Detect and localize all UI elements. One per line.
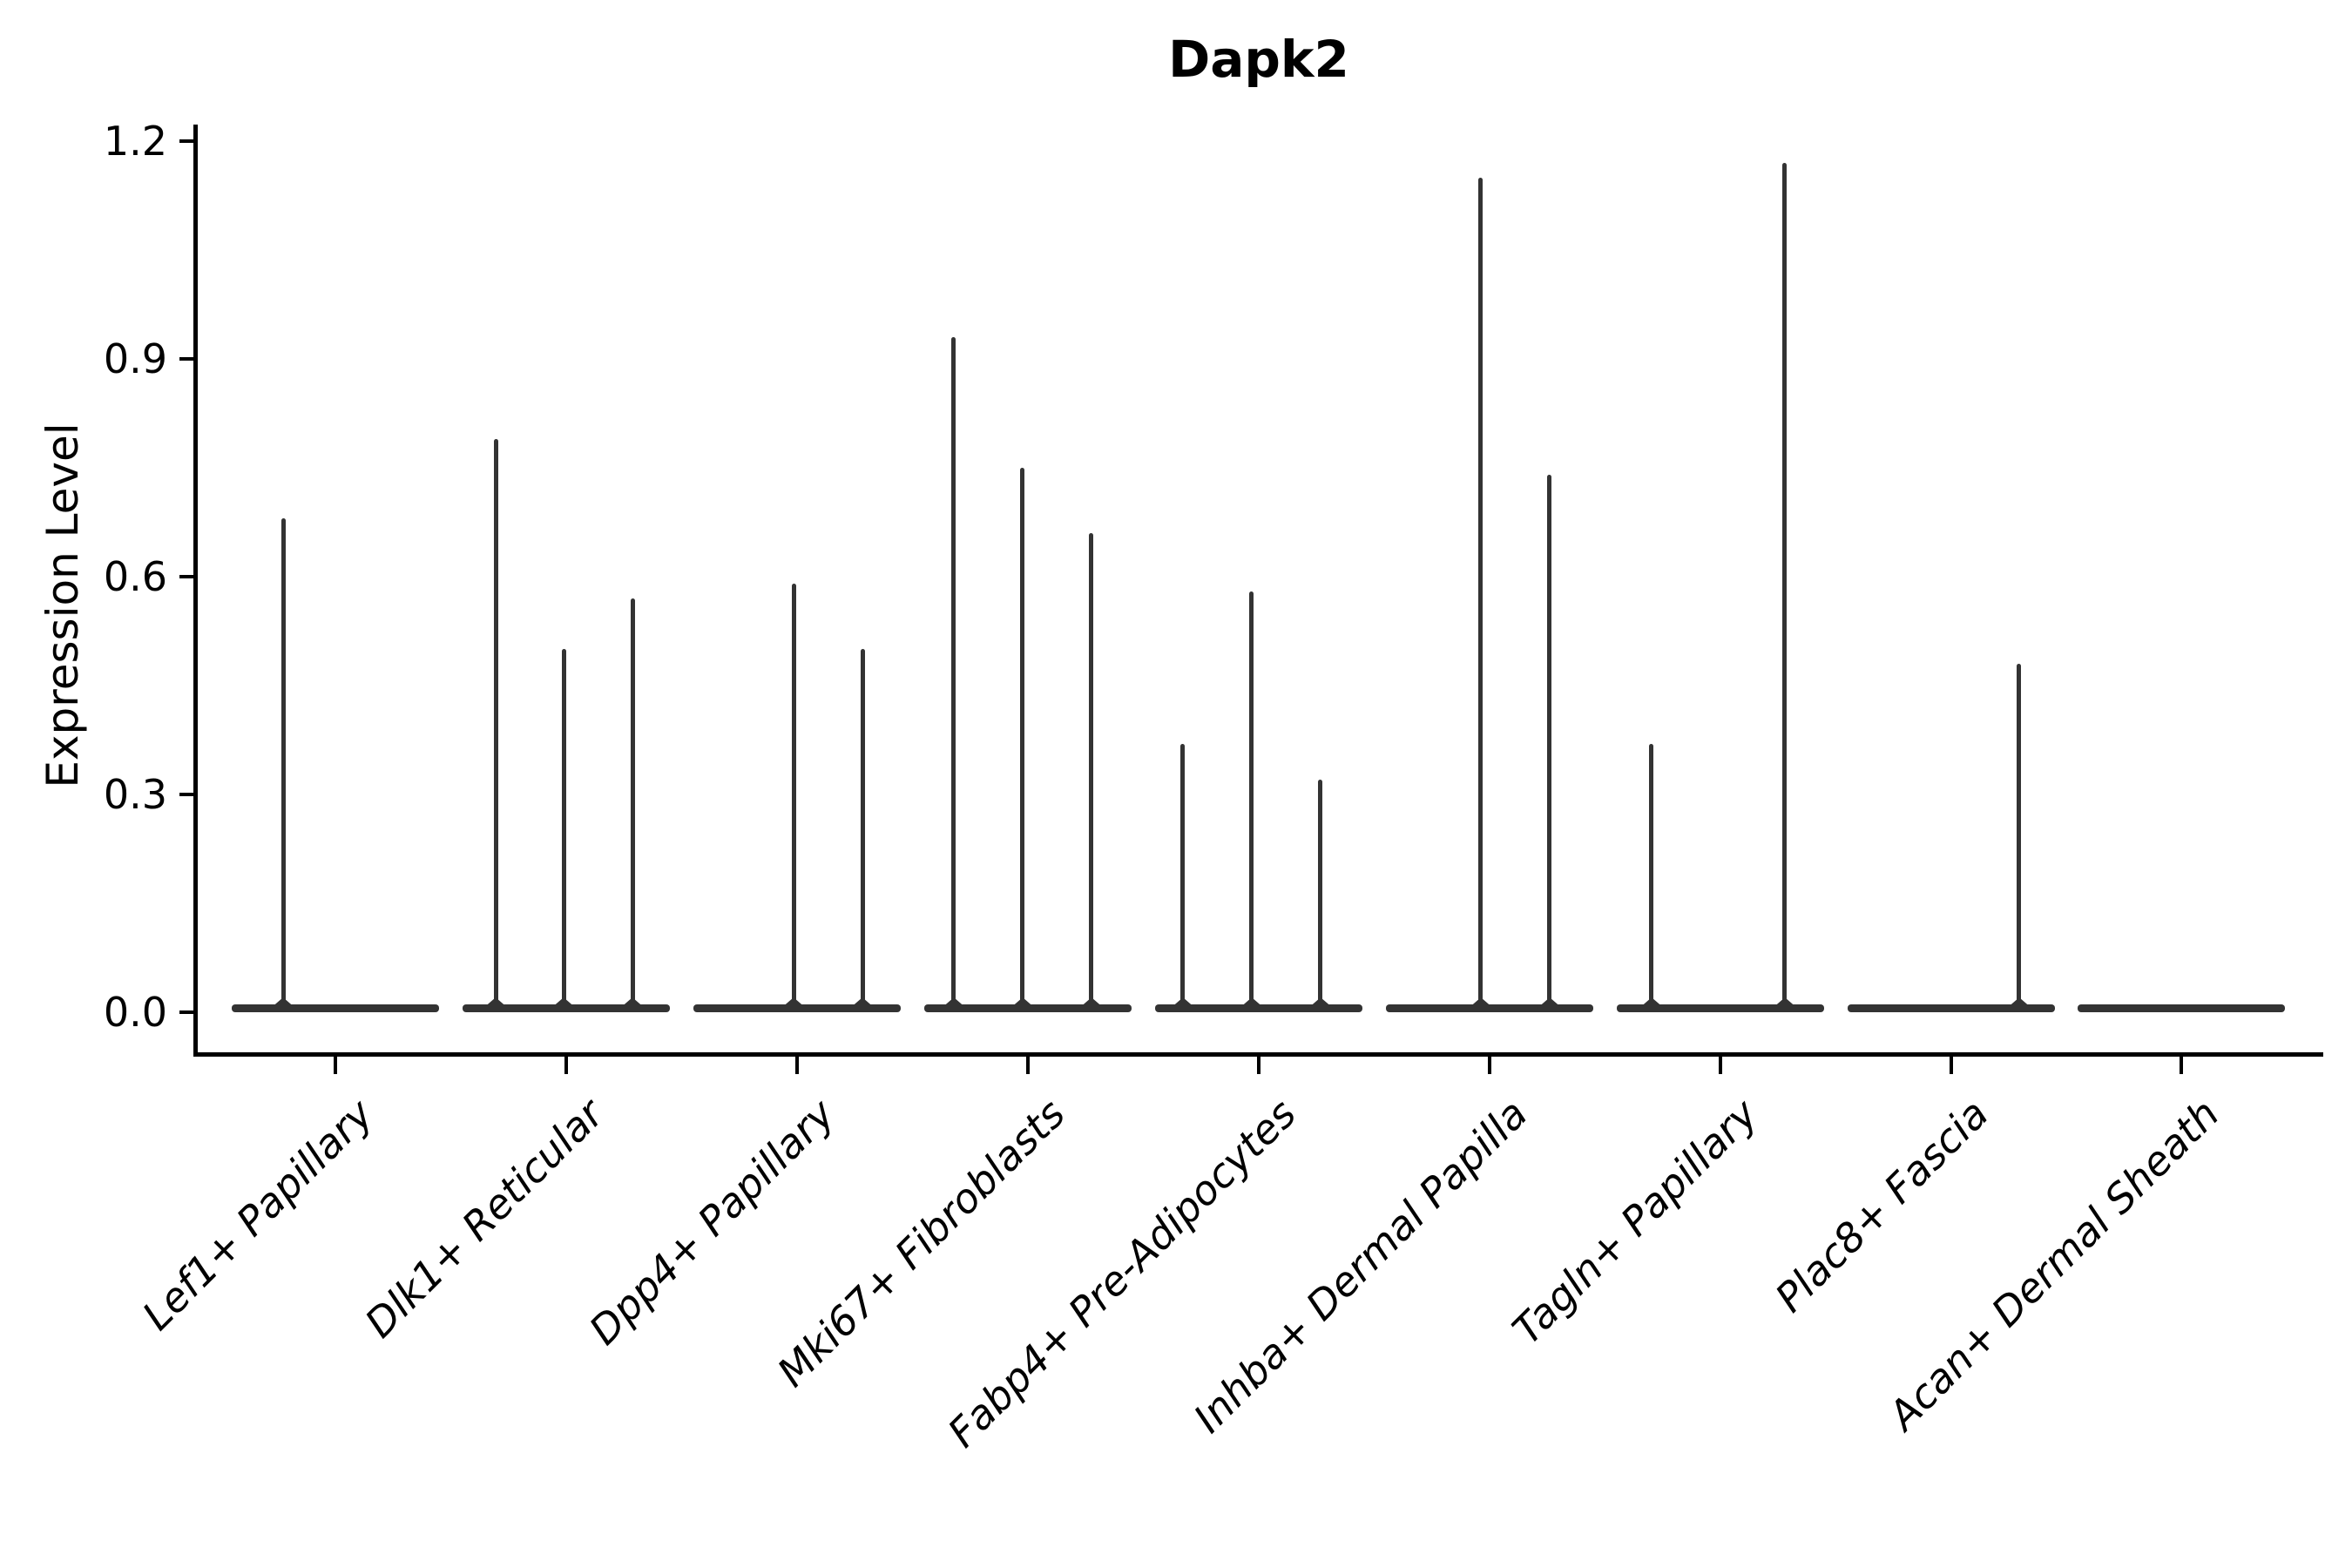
violin-baseline — [2078, 1004, 2286, 1012]
x-axis-spine — [193, 1052, 2323, 1057]
y-axis-spine — [193, 125, 198, 1057]
violin-spike — [860, 649, 865, 1009]
y-tick — [179, 357, 193, 361]
x-axis-label: Plac8+ Fascia — [1766, 1090, 1997, 1321]
violin-spike — [561, 649, 566, 1009]
violin-spike — [1649, 743, 1654, 1009]
violin-spike — [280, 518, 286, 1009]
y-tick-label: 1.2 — [103, 118, 167, 165]
violin-spike — [791, 584, 796, 1009]
violin-spike — [630, 598, 635, 1009]
y-tick-label: 0.3 — [103, 771, 167, 818]
x-tick — [795, 1057, 799, 1074]
violin-spike — [1180, 743, 1186, 1009]
y-tick — [179, 793, 193, 796]
violin-spike — [1020, 468, 1025, 1009]
x-tick — [1025, 1057, 1030, 1074]
y-tick — [179, 575, 193, 578]
x-tick — [1718, 1057, 1722, 1074]
x-axis-label: Tagln+ Papillary — [1503, 1090, 1767, 1354]
violin-spike — [493, 438, 498, 1009]
x-axis-label: Dlk1+ Reticular — [355, 1090, 613, 1347]
plot-title: Dapk2 — [1168, 30, 1349, 89]
violin-spike — [951, 337, 956, 1009]
violin-spike — [1318, 780, 1323, 1009]
violin-baseline — [1847, 1004, 2055, 1012]
violin-spike — [1547, 475, 1552, 1009]
y-tick — [179, 139, 193, 143]
violin-spike — [1782, 163, 1788, 1009]
x-tick — [334, 1057, 338, 1074]
x-tick — [564, 1057, 569, 1074]
violin-baseline — [1616, 1004, 1824, 1012]
violin-spike — [1089, 533, 1094, 1009]
x-tick — [1487, 1057, 1491, 1074]
y-tick-label: 0.6 — [103, 553, 167, 600]
x-tick — [2180, 1057, 2184, 1074]
x-axis-label: Lef1+ Papillary — [132, 1090, 382, 1340]
y-tick — [179, 1010, 193, 1014]
y-tick-label: 0.9 — [103, 335, 167, 382]
violin-baseline — [232, 1004, 440, 1012]
violin-spike — [1478, 177, 1484, 1009]
violin-spike — [2017, 664, 2021, 1009]
x-tick — [1256, 1057, 1260, 1074]
y-tick-label: 0.0 — [103, 989, 167, 1036]
x-tick — [1949, 1057, 1953, 1074]
violin-spike — [1249, 591, 1254, 1009]
x-axis-label: Dpp4+ Papillary — [579, 1090, 844, 1354]
